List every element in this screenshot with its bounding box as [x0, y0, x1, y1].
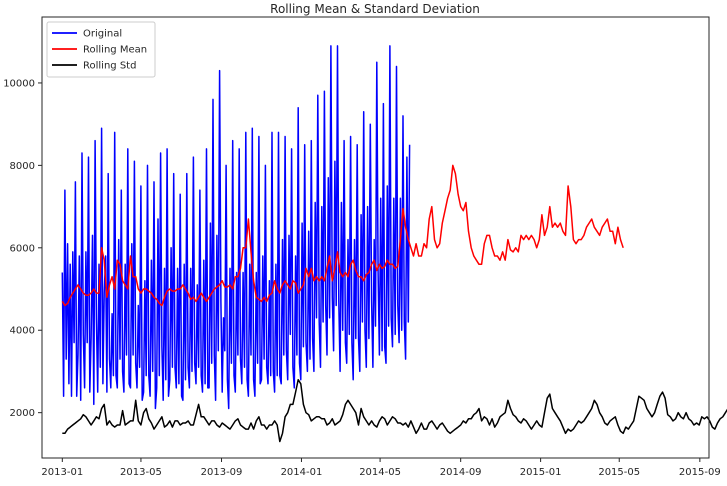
y-tick-label: 10000: [3, 78, 35, 89]
y-axis-ticks: 2000 4000 6000 8000 10000: [3, 78, 42, 419]
series-line-original: [61, 45, 411, 410]
series-line-rolling-std: [62, 378, 727, 443]
chart-title: Rolling Mean & Standard Deviation: [270, 2, 480, 16]
legend-label-rolling-std: Rolling Std: [83, 61, 136, 72]
series-line-rolling-mean: [61, 164, 624, 307]
x-tick-label: 2015-05: [598, 467, 640, 478]
x-tick-label: 2013-05: [120, 467, 162, 478]
plot-frame: [41, 16, 710, 459]
legend-label-rolling-mean: Rolling Mean: [83, 45, 147, 56]
x-tick-label: 2014-05: [359, 467, 401, 478]
x-tick-label: 2013-09: [201, 467, 243, 478]
y-tick-label: 8000: [10, 161, 35, 172]
y-tick-label: 2000: [10, 408, 35, 419]
legend-box: [46, 21, 156, 78]
x-axis-ticks: 2013-01 2013-05 2013-09 2014-01 2014-05 2014-…: [41, 458, 721, 478]
x-tick-label: 2014-09: [440, 467, 482, 478]
legend: Original Rolling Mean Rolling Std: [46, 21, 156, 78]
x-tick-label: 2015-01: [520, 467, 562, 478]
x-tick-label: 2013-01: [41, 467, 83, 478]
x-tick-label: 2015-09: [679, 467, 721, 478]
y-tick-label: 6000: [10, 243, 35, 254]
series-layer: [61, 45, 727, 443]
y-tick-label: 4000: [10, 326, 35, 337]
legend-label-original: Original: [83, 29, 122, 40]
x-tick-label: 2014-01: [281, 467, 323, 478]
